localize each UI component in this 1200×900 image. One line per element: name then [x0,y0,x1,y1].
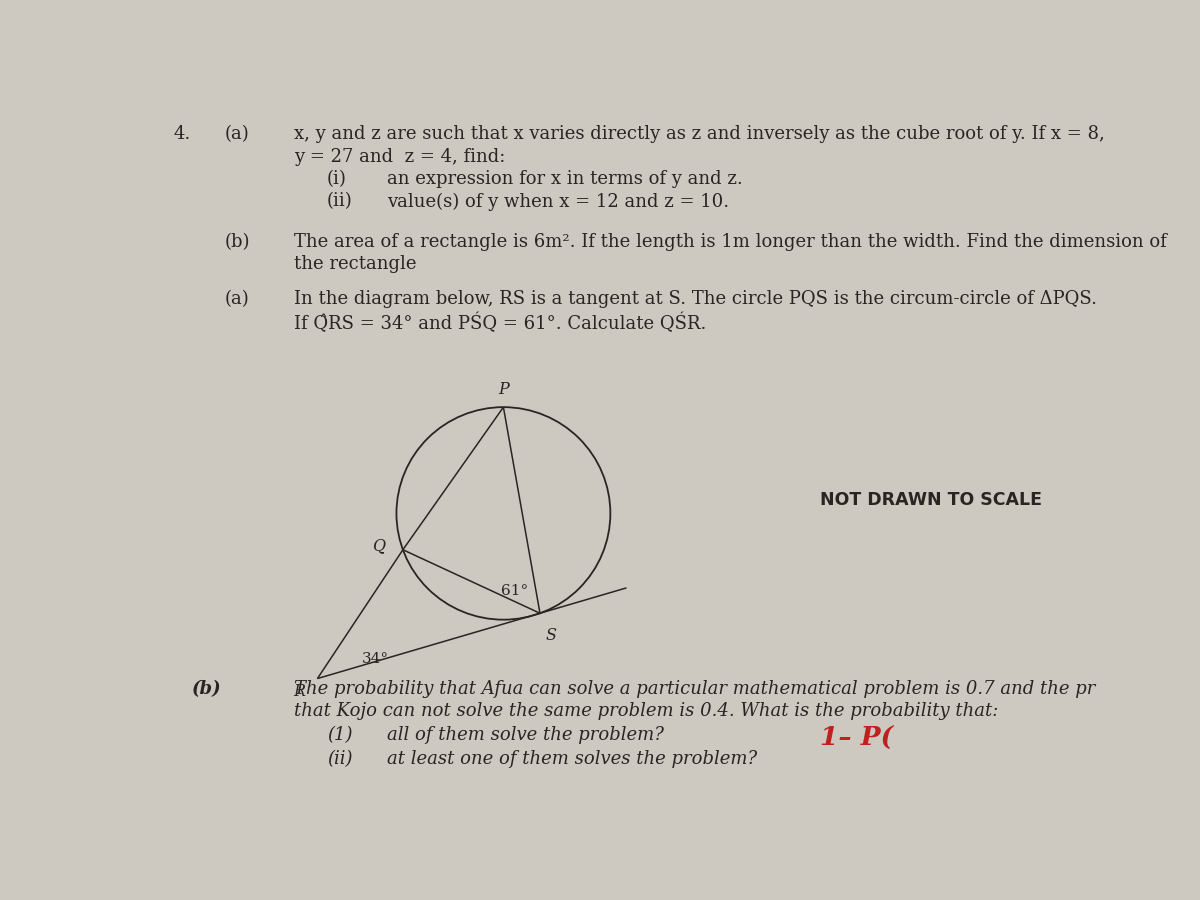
Text: Q: Q [372,536,385,554]
Text: In the diagram below, RS is a tangent at S. The circle PQS is the circum-circle : In the diagram below, RS is a tangent at… [294,291,1097,309]
Text: all of them solve the problem?: all of them solve the problem? [388,726,664,744]
Text: 34°: 34° [362,652,389,666]
Text: (ii): (ii) [326,751,353,769]
Text: (a): (a) [224,291,250,309]
Text: y = 27 and  z = 4, find:: y = 27 and z = 4, find: [294,148,505,166]
Text: value(s) of y when x = 12 and z = 10.: value(s) of y when x = 12 and z = 10. [388,193,730,211]
Text: 61°: 61° [502,584,528,598]
Text: x, y and z are such that x varies directly as z and inversely as the cube root o: x, y and z are such that x varies direct… [294,125,1105,143]
Text: an expression for x in terms of y and z.: an expression for x in terms of y and z. [388,170,743,188]
Text: 4.: 4. [173,125,191,143]
Text: NOT DRAWN TO SCALE: NOT DRAWN TO SCALE [820,491,1042,508]
Text: The probability that Afua can solve a particular mathematical problem is 0.7 and: The probability that Afua can solve a pa… [294,680,1096,698]
Text: P: P [498,381,509,398]
Text: S: S [546,626,557,644]
Text: the rectangle: the rectangle [294,255,416,273]
Text: R: R [293,683,305,700]
Text: 1– P(: 1– P( [820,726,893,752]
Text: at least one of them solves the problem?: at least one of them solves the problem? [388,751,757,769]
Text: If Q̂RS = 34° and PŚQ = 61°. Calculate QŚR.: If Q̂RS = 34° and PŚQ = 61°. Calculate Q… [294,312,707,333]
Text: that Kojo can not solve the same problem is 0.4. What is the probability that:: that Kojo can not solve the same problem… [294,702,998,720]
Text: (1): (1) [326,726,353,744]
Text: (b): (b) [192,680,222,698]
Text: (ii): (ii) [326,193,353,211]
Text: The area of a rectangle is 6m². If the length is 1m longer than the width. Find : The area of a rectangle is 6m². If the l… [294,233,1166,251]
Text: (i): (i) [326,170,347,188]
Text: (a): (a) [224,125,250,143]
Text: (b): (b) [224,233,250,251]
